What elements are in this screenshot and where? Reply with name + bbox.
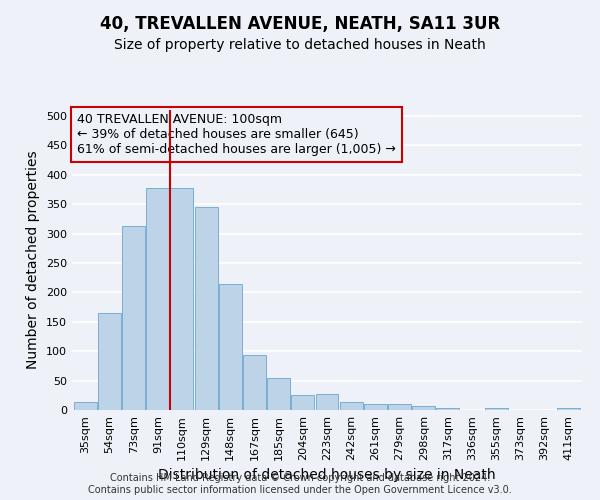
Bar xyxy=(98,313,121,410)
Bar xyxy=(388,404,411,410)
X-axis label: Distribution of detached houses by size in Neath: Distribution of detached houses by size … xyxy=(158,468,496,482)
Bar xyxy=(122,226,145,410)
Bar xyxy=(292,396,314,410)
Bar xyxy=(146,188,169,410)
Bar xyxy=(340,402,362,410)
Bar xyxy=(412,406,435,410)
Bar xyxy=(485,408,508,410)
Bar xyxy=(436,408,460,410)
Y-axis label: Number of detached properties: Number of detached properties xyxy=(26,150,40,370)
Bar xyxy=(170,188,193,410)
Text: 40, TREVALLEN AVENUE, NEATH, SA11 3UR: 40, TREVALLEN AVENUE, NEATH, SA11 3UR xyxy=(100,15,500,33)
Bar xyxy=(194,207,218,410)
Bar xyxy=(364,404,387,410)
Text: Contains HM Land Registry data © Crown copyright and database right 2024.
Contai: Contains HM Land Registry data © Crown c… xyxy=(88,474,512,495)
Bar xyxy=(267,378,290,410)
Bar xyxy=(557,408,580,410)
Text: Size of property relative to detached houses in Neath: Size of property relative to detached ho… xyxy=(114,38,486,52)
Text: 40 TREVALLEN AVENUE: 100sqm
← 39% of detached houses are smaller (645)
61% of se: 40 TREVALLEN AVENUE: 100sqm ← 39% of det… xyxy=(77,113,396,156)
Bar xyxy=(74,402,97,410)
Bar xyxy=(219,284,242,410)
Bar xyxy=(243,356,266,410)
Bar xyxy=(316,394,338,410)
